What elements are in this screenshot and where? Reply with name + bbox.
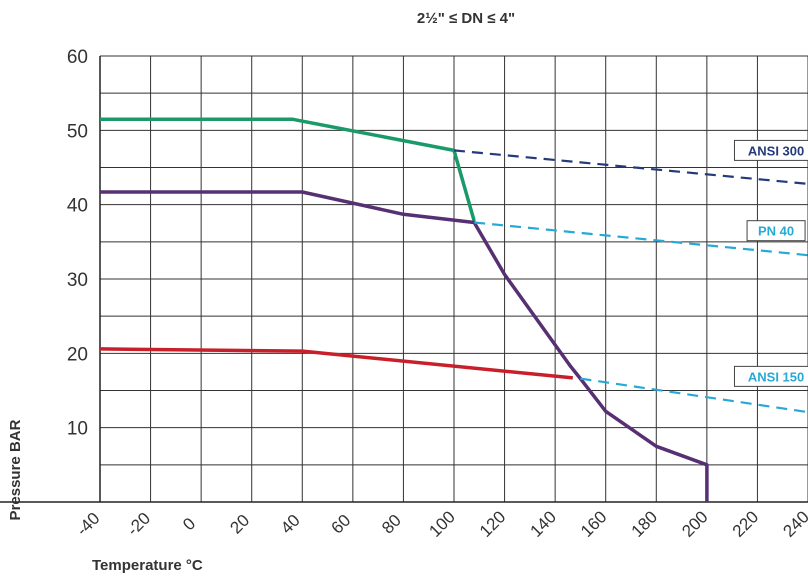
x-tick-label: 40 <box>277 511 304 538</box>
y-axis-ticks: 60 50 40 30 20 10 <box>67 47 88 440</box>
x-tick-label: 160 <box>577 507 610 540</box>
x-tick-label: 120 <box>476 507 509 540</box>
y-tick-label: 10 <box>67 419 88 440</box>
series-label-text: ANSI 300 <box>748 143 804 158</box>
series-label-text: ANSI 150 <box>748 369 804 384</box>
grid <box>100 55 808 502</box>
series-labels: ANSI 300 PN 40 ANSI 150 <box>733 139 808 387</box>
x-tick-label: -20 <box>123 509 154 540</box>
series-line-4 <box>474 221 808 257</box>
y-tick-label: 50 <box>67 121 88 142</box>
x-tick-label: 20 <box>226 511 253 538</box>
y-axis-label: Pressure BAR <box>7 419 24 520</box>
series-group <box>99 117 808 502</box>
x-axis-ticks: -40 -20 0 20 40 60 80 100 120 140 160 180 200 220 240 <box>73 507 808 540</box>
x-tick-label: 140 <box>527 507 560 540</box>
x-tick-label: 100 <box>425 507 458 540</box>
x-tick-label: -40 <box>73 509 104 540</box>
series-line-0 <box>100 117 476 222</box>
series-line-1 <box>100 190 709 502</box>
x-tick-label: 60 <box>328 511 355 538</box>
series-line-5 <box>580 377 808 414</box>
series-line-3 <box>453 149 808 185</box>
x-tick-label: 200 <box>678 507 711 540</box>
series-label-text: PN 40 <box>758 224 794 239</box>
x-tick-label: 180 <box>628 507 661 540</box>
y-tick-label: 40 <box>67 196 88 217</box>
x-tick-label: 0 <box>179 514 199 534</box>
series-label-box <box>733 139 808 161</box>
y-tick-label: 60 <box>67 47 88 68</box>
axes <box>0 56 808 503</box>
chart-title: 2½" ≤ DN ≤ 4" <box>417 10 515 27</box>
y-tick-label: 30 <box>67 270 88 291</box>
x-axis-label: Temperature °C <box>92 557 203 574</box>
series-line-2 <box>99 347 573 380</box>
x-tick-label: 80 <box>378 511 405 538</box>
series-label-box <box>733 365 808 387</box>
x-tick-label: 220 <box>729 507 762 540</box>
y-tick-label: 20 <box>67 344 88 365</box>
series-label-box <box>746 220 806 242</box>
x-tick-label: 240 <box>779 507 808 540</box>
